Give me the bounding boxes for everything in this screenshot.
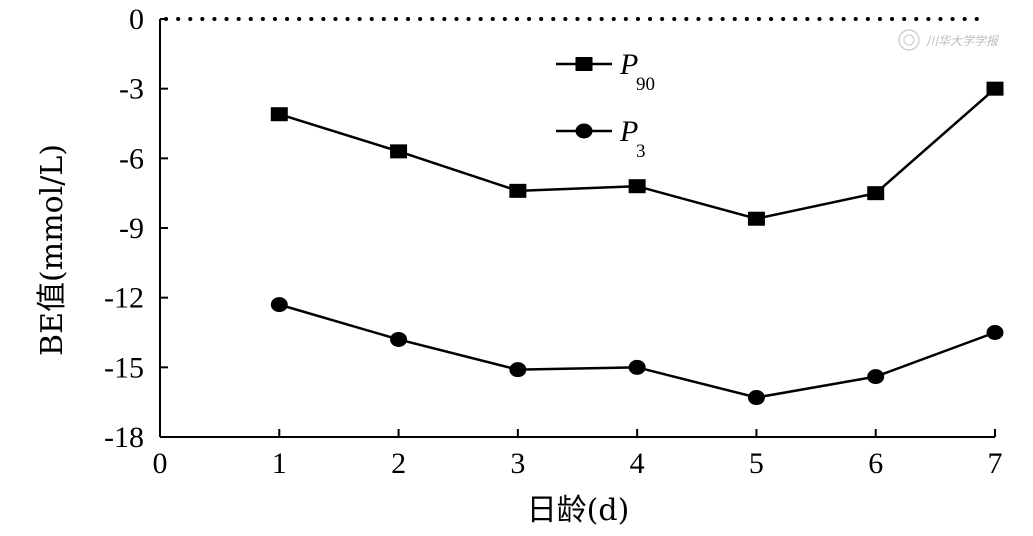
- series-p90: [270, 81, 1004, 226]
- watermark-text: 川华大学学报: [926, 34, 1000, 48]
- seal-logo-icon: [898, 29, 920, 51]
- data-point-square: [747, 211, 765, 226]
- legend-label: P: [619, 115, 638, 148]
- legend-label: P: [619, 48, 638, 81]
- data-point-square: [509, 183, 527, 198]
- y-tick-label: -12: [104, 282, 144, 315]
- x-tick-label: 0: [153, 447, 168, 480]
- x-axis-title: 日龄(d): [527, 493, 630, 528]
- x-tick-label: 5: [749, 447, 764, 480]
- data-point-circle: [390, 331, 408, 347]
- data-point-square: [270, 107, 288, 122]
- legend-marker-circle: [575, 123, 593, 139]
- y-axis-title: BE值(mmol/L): [35, 144, 70, 356]
- x-tick-label: 1: [272, 447, 287, 480]
- x-tick-label: 6: [868, 447, 883, 480]
- y-tick-label: 0: [129, 3, 144, 36]
- data-point-circle: [867, 369, 885, 385]
- data-point-circle: [509, 362, 527, 378]
- tick-label-layer: 0 -3 -6 -9 -12 -15 -18 0 1 2 3 4 5 6 7: [104, 3, 1003, 480]
- data-point-square: [867, 186, 885, 201]
- x-tick-label: 4: [630, 447, 645, 480]
- series-p3: [270, 297, 1004, 406]
- watermark: 川华大学学报: [898, 29, 1000, 51]
- legend-marker-square: [575, 57, 593, 71]
- legend-subscript: 90: [636, 74, 655, 95]
- x-tick-label: 7: [988, 447, 1003, 480]
- series-line: [278, 303, 996, 399]
- y-tick-label: -15: [104, 351, 144, 384]
- y-tick-label: -18: [104, 421, 144, 454]
- data-point-square: [390, 144, 408, 159]
- x-tick-label: 3: [510, 447, 525, 480]
- data-point-circle: [747, 390, 765, 406]
- data-point-circle: [628, 359, 646, 375]
- data-point-circle: [270, 297, 288, 313]
- data-point-square: [986, 81, 1004, 96]
- y-tick-label: -6: [119, 142, 144, 175]
- axes: [159, 18, 996, 438]
- data-point-circle: [986, 325, 1004, 340]
- series-layer: [270, 81, 1004, 406]
- y-tick-label: -3: [119, 73, 144, 106]
- legend-subscript: 3: [636, 141, 646, 162]
- x-tick-label: 2: [391, 447, 406, 480]
- data-point-square: [628, 179, 646, 194]
- y-tick-label: -9: [119, 212, 144, 245]
